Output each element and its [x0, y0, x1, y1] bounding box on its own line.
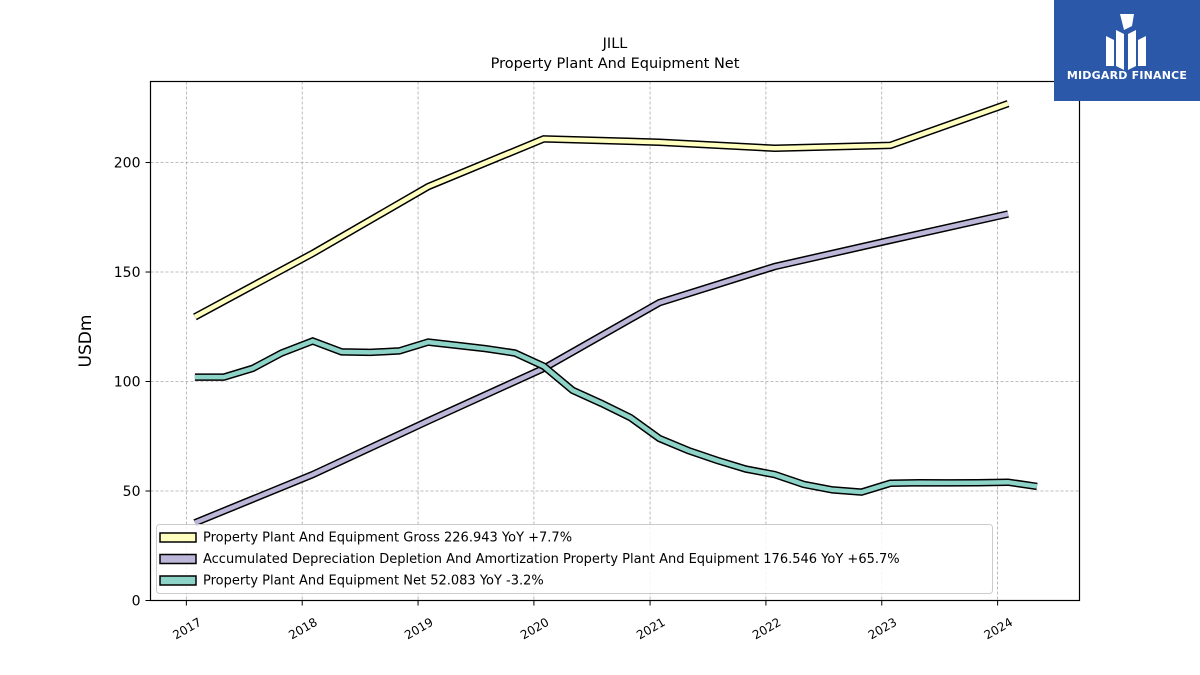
x-tick-label: 2018 — [286, 615, 319, 642]
legend: Property Plant And Equipment Gross 226.9… — [156, 524, 993, 594]
series-2 — [194, 336, 1038, 496]
x-tick-label: 2017 — [170, 615, 203, 642]
x-tick-label: 2020 — [518, 615, 551, 642]
legend-label: Property Plant And Equipment Gross 226.9… — [203, 531, 572, 546]
series-line — [194, 338, 1038, 495]
ticks: 0 50 100 150 200 2017 2018 2019 2020 2021 2022 2023… — [114, 156, 1015, 643]
y-tick-label: 100 — [114, 375, 141, 391]
series-layer — [193, 100, 1038, 527]
series-0 — [193, 100, 1010, 321]
x-tick-label: 2021 — [634, 615, 667, 642]
chart-subtitle: Property Plant And Equipment Net — [491, 56, 740, 72]
y-tick-label: 150 — [114, 265, 141, 281]
series-line-outline — [193, 100, 1010, 321]
grid — [150, 81, 1080, 601]
x-tick-label: 2024 — [982, 615, 1015, 642]
series-line — [193, 101, 1009, 319]
x-tick-label: 2023 — [866, 615, 899, 642]
y-tick-label: 0 — [132, 594, 141, 610]
y-tick-label: 50 — [123, 484, 141, 500]
logo-text: MIDGARD FINANCE — [1066, 69, 1188, 82]
x-tick-label: 2019 — [402, 615, 435, 642]
midgard-logo-icon — [1106, 14, 1146, 70]
legend-label: Property Plant And Equipment Net 52.083 … — [203, 574, 544, 589]
series-line-outline — [193, 210, 1009, 527]
legend-swatch — [159, 575, 197, 586]
x-tick-label: 2022 — [750, 615, 783, 642]
y-tick-label: 200 — [114, 156, 141, 172]
series-line — [194, 211, 1009, 525]
legend-swatch — [159, 532, 197, 543]
brand-logo: MIDGARD FINANCE — [1054, 0, 1200, 101]
series-1 — [193, 210, 1009, 527]
plot-frame — [149, 80, 1081, 602]
legend-swatch — [159, 553, 197, 565]
chart-title: JILL — [602, 36, 628, 52]
legend-label: Accumulated Depreciation Depletion And A… — [203, 552, 900, 567]
y-axis-label: USDm — [76, 315, 96, 368]
legend-box — [156, 524, 993, 594]
